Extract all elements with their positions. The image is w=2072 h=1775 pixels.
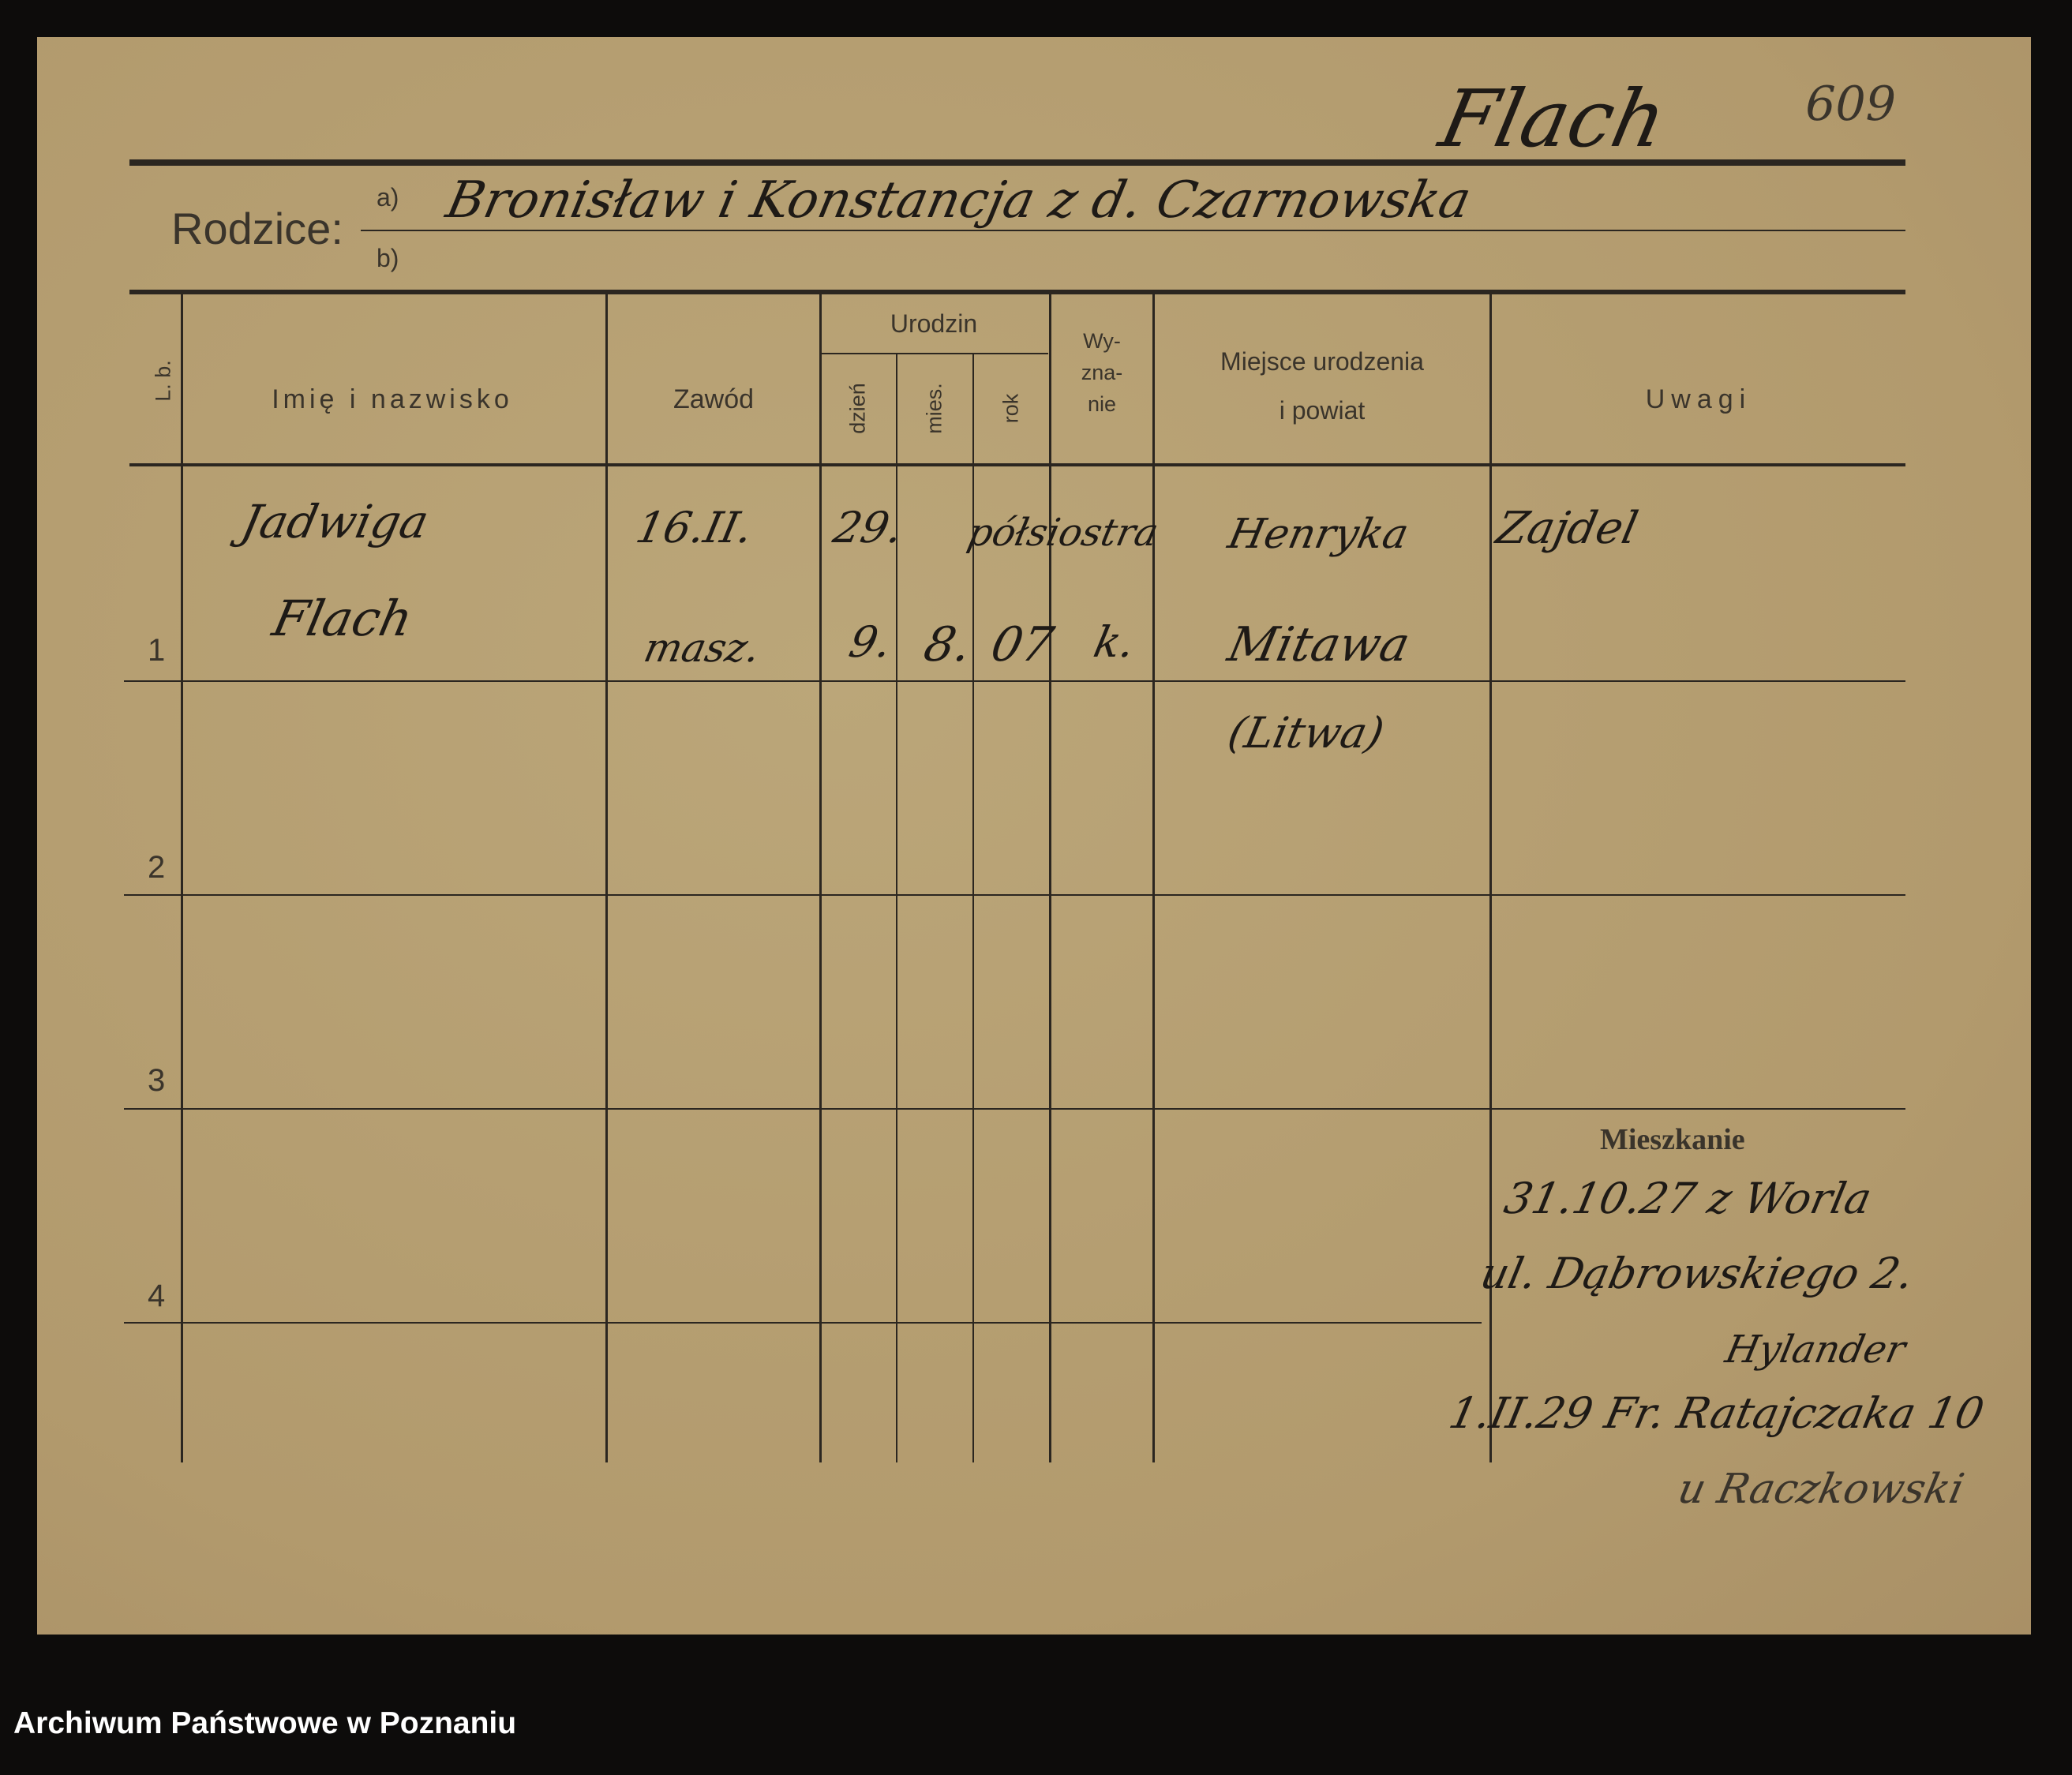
hw-name-1: Jadwiga: [236, 495, 434, 549]
hw-residence-line: 31.10.27 z Worla: [1500, 1174, 1876, 1223]
hw-year: 07: [986, 617, 1058, 672]
row-line-1: [124, 680, 1905, 682]
row-number: 3: [148, 1063, 166, 1098]
parents-label: Rodzice:: [171, 204, 343, 253]
hw-residence-line: Hylander: [1722, 1328, 1909, 1372]
hw-birthplace-1: Henryka: [1223, 511, 1413, 558]
header-birthplace-line: i powiat: [1279, 396, 1366, 425]
col-line: [972, 353, 974, 1462]
hw-surname: Flach: [1432, 73, 1674, 165]
col-line: [1152, 290, 1155, 1462]
header-lp: L. b.: [151, 360, 175, 402]
hw-religion-2: k.: [1089, 617, 1140, 667]
header-bottom-rule: [129, 463, 1905, 466]
hw-day-1: 29.: [829, 503, 908, 552]
table-top-rule: [129, 290, 1905, 294]
header-birthplace-line: Miejsce urodzenia: [1220, 347, 1424, 376]
row-number: 4: [148, 1279, 166, 1313]
hw-religion-1: półsiostra: [964, 511, 1163, 555]
parent-a-marker: a): [377, 183, 399, 212]
header-name: Imię i nazwisko: [272, 384, 513, 414]
hw-month: 8.: [919, 617, 976, 672]
header-day: dzień: [845, 383, 870, 434]
hw-occupation-1: 16.II.: [631, 503, 758, 552]
hw-parents: Bronisław i Konstancja z d. Czarnowska: [441, 171, 1476, 230]
parent-a-line: [361, 230, 1905, 231]
header-year: rok: [999, 393, 1023, 424]
archive-credit: Archiwum Państwowe w Poznaniu: [13, 1706, 517, 1740]
hw-residence-line: ul. Dąbrowskiego 2.: [1476, 1249, 1919, 1298]
archival-card: Rodzice: a) b) L. b. Imię i nazwisko Zaw…: [37, 37, 2031, 1635]
row-line-3: [124, 1108, 1905, 1110]
col-line: [819, 290, 822, 1462]
col-line: [181, 290, 183, 1462]
hw-name-2: Flach: [268, 590, 418, 647]
hw-residence-line: 1.II.29 Fr. Ratajczaka 10: [1444, 1388, 1989, 1438]
header-religion-line: nie: [1087, 392, 1117, 416]
header-month: mies.: [922, 383, 946, 434]
header-religion-line: zna-: [1081, 361, 1123, 384]
top-rule: [129, 159, 1905, 166]
col-line: [896, 353, 897, 1462]
hw-day-2: 9.: [845, 617, 897, 667]
header-birthplace: Miejsce urodzenia i powiat: [1155, 337, 1489, 435]
header-birth: Urodzin: [890, 309, 978, 338]
hw-card-number: 609: [1799, 77, 1902, 132]
hw-remarks: Zajdel: [1492, 503, 1643, 554]
col-line: [1049, 290, 1051, 1462]
hw-birthplace-2: Mitawa: [1223, 617, 1415, 672]
col-line: [1489, 290, 1492, 1462]
row-line-2: [124, 894, 1905, 896]
hw-occupation-2: masz.: [639, 625, 765, 671]
header-religion: Wy- zna- nie: [1051, 325, 1152, 420]
col-line: [605, 290, 608, 1462]
residence-label: Mieszkanie: [1600, 1123, 1745, 1156]
row-number: 2: [148, 850, 166, 885]
row-line-4: [124, 1322, 1482, 1324]
row-number: 1: [148, 633, 166, 668]
hw-birthplace-3: (Litwa): [1223, 708, 1389, 758]
header-occupation: Zawód: [673, 384, 755, 414]
header-remarks: Uwagi: [1645, 384, 1752, 414]
birth-subheader-line: [819, 353, 1048, 354]
parent-b-marker: b): [377, 244, 399, 272]
hw-residence-line: u Raczkowski: [1673, 1466, 1969, 1513]
header-religion-line: Wy-: [1083, 329, 1121, 353]
